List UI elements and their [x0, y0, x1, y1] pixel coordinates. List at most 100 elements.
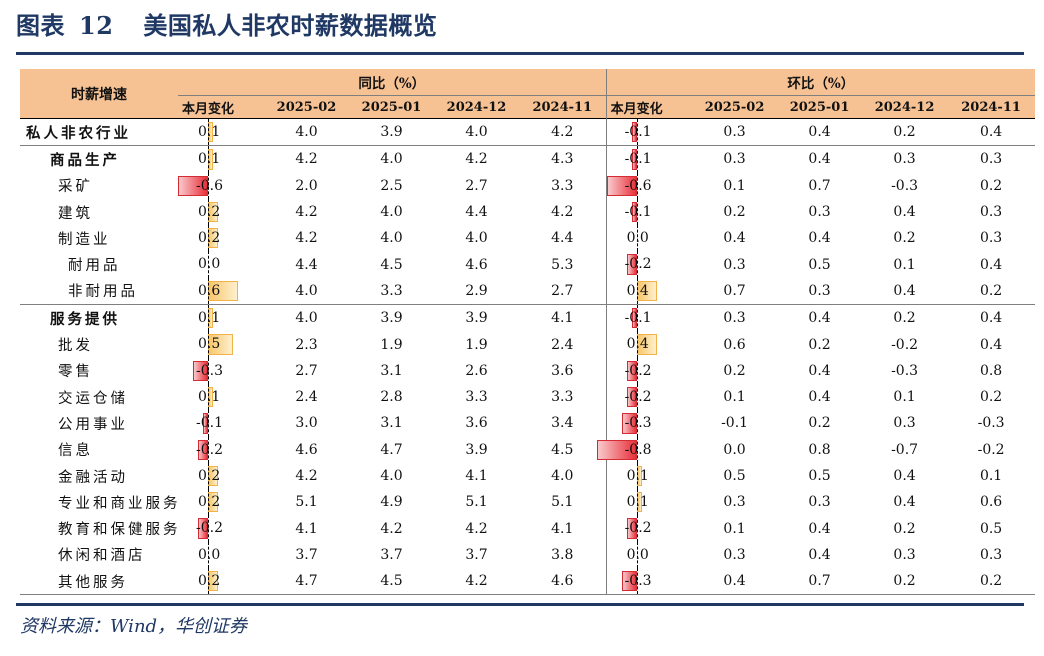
- zero-axis: [636, 410, 638, 437]
- mom-value: 0.3: [692, 304, 778, 332]
- zero-axis: [636, 541, 638, 569]
- mom-value: 0.4: [808, 230, 831, 247]
- table-row: 采矿 -0.6 2.0 2.5 2.7 3.3 -0.6 0.1 0.7 -0.3 0.2: [20, 172, 1035, 199]
- row-label: 建筑: [58, 205, 93, 222]
- yoy-col-header: 2024-12: [434, 95, 519, 119]
- mom-value: 0.6: [723, 336, 746, 353]
- mom-value: 0.4: [723, 230, 746, 247]
- mom-value: 0.1: [723, 177, 746, 194]
- yoy-value: 4.2: [465, 520, 488, 537]
- yoy-value: 4.2: [264, 145, 349, 173]
- mom-change-cell: -0.1: [605, 304, 693, 332]
- yoy-value: 4.4: [465, 204, 488, 221]
- table-row: 信息 -0.2 4.6 4.7 3.9 4.5 -0.8 0.0 0.8 -0.7 -0.2: [20, 436, 1035, 463]
- figure-title: 图表 12 美国私人非农时薪数据概览: [16, 8, 437, 44]
- yoy-value: 4.0: [380, 468, 403, 484]
- row-label: 耐用品: [68, 258, 121, 275]
- mom-value: 0.3: [947, 145, 1036, 173]
- mom-value: 0.3: [692, 117, 778, 146]
- table-row: 耐用品 0.0 4.4 4.5 4.6 5.3 -0.2 0.3 0.5 0.1 0.4: [20, 251, 1035, 278]
- yoy-value: 3.3: [465, 389, 488, 406]
- yoy-value: 5.1: [465, 494, 488, 511]
- zero-axis: [208, 251, 209, 278]
- mom-value: 0.5: [808, 256, 831, 273]
- mom-change-cell: 0.0: [605, 225, 693, 252]
- mom-value: 0.3: [979, 204, 1003, 221]
- yoy-value: 2.4: [295, 389, 318, 406]
- yoy-value: 4.5: [380, 256, 403, 273]
- yoy-value: 4.2: [551, 204, 574, 221]
- zero-axis: [636, 251, 638, 278]
- yoy-value: 3.3: [551, 177, 574, 194]
- row-label: 信息: [58, 443, 93, 460]
- mom-change-cell: -0.1: [605, 145, 693, 173]
- yoy-change-cell: -0.3: [178, 357, 264, 384]
- mom-value: 0.2: [808, 415, 831, 432]
- change-bar: [621, 571, 637, 592]
- yoy-value: 4.0: [465, 230, 488, 247]
- zero-axis: [636, 568, 638, 595]
- mom-value: 0.2: [723, 204, 746, 221]
- yoy-change-cell: 0.0: [178, 541, 264, 569]
- mom-change-cell: 0.4: [605, 277, 693, 305]
- mom-change-cell: 0.0: [605, 541, 693, 569]
- change-value: 0.1: [198, 151, 221, 168]
- yoy-value: 3.9: [349, 304, 434, 332]
- change-bar: [606, 175, 637, 196]
- yoy-change-cell: 0.2: [178, 198, 264, 226]
- yoy-value: 4.6: [465, 256, 488, 273]
- mom-value: 0.7: [808, 177, 831, 194]
- mom-change-cell: -0.1: [605, 117, 693, 146]
- mom-value: 0.5: [808, 468, 831, 484]
- mom-value: 0.4: [979, 336, 1003, 353]
- yoy-col-header: 2024-11: [519, 95, 607, 119]
- change-bar: [626, 386, 637, 408]
- row-label: 公用事业: [58, 416, 128, 433]
- yoy-value: 2.9: [465, 282, 488, 299]
- mom-value: 0.1: [723, 520, 746, 537]
- change-value: -0.1: [624, 310, 652, 327]
- mom-value: 0.1: [979, 468, 1003, 484]
- change-value: -0.2: [624, 520, 652, 537]
- table-row: 零售 -0.3 2.7 3.1 2.6 3.6 -0.2 0.2 0.4 -0.3 0.8: [20, 357, 1035, 384]
- yoy-value: 4.2: [295, 230, 318, 247]
- yoy-change-cell: -0.2: [178, 515, 264, 542]
- row-label: 制造业: [58, 231, 111, 248]
- change-value: 0.1: [626, 467, 649, 484]
- yoy-change-cell: -0.6: [178, 172, 264, 199]
- mom-value: 0.2: [862, 304, 948, 332]
- figure-title-text: 美国私人非农时薪数据概览: [143, 11, 438, 40]
- table-row: 休闲和酒店 0.0 3.7 3.7 3.7 3.8 0.0 0.3 0.4 0.3 0.3: [20, 541, 1035, 569]
- mom-value: 0.1: [893, 389, 916, 406]
- zero-axis: [208, 462, 209, 490]
- mom-value: 0.7: [723, 282, 746, 299]
- yoy-value: 4.1: [551, 520, 574, 537]
- change-value: -0.3: [196, 362, 223, 379]
- change-value: 0.2: [198, 467, 221, 484]
- table-row: 教育和保健服务 -0.2 4.1 4.2 4.2 4.1 -0.2 0.1 0.4 0.2 0.5: [20, 515, 1035, 542]
- mom-change-cell: -0.2: [605, 251, 693, 278]
- row-label: 商品生产: [20, 145, 178, 173]
- zero-axis: [208, 146, 209, 173]
- row-label: 休闲和酒店: [58, 548, 146, 565]
- mom-value: 0.4: [893, 468, 916, 484]
- yoy-value: 4.1: [519, 304, 607, 332]
- change-value: 0.1: [198, 310, 221, 327]
- figure-label: 图表: [16, 11, 65, 40]
- change-value: -0.6: [196, 177, 223, 194]
- yoy-value: 2.6: [465, 362, 488, 379]
- row-label: 私人非农行业: [20, 117, 178, 146]
- row-label: 服务提供: [20, 304, 178, 332]
- change-value: -0.3: [624, 573, 652, 590]
- table-row: 服务提供 0.1 4.0 3.9 3.9 4.1 -0.1 0.3 0.4 0.2 0.4: [20, 304, 1036, 332]
- change-value: 0.2: [198, 203, 221, 220]
- table-row: 建筑 0.2 4.2 4.0 4.4 4.2 -0.1 0.2 0.3 0.4 0.3: [20, 198, 1035, 226]
- mom-value: 0.4: [808, 520, 831, 537]
- mom-group-header: 环比（%）: [605, 69, 1036, 96]
- yoy-value: 2.4: [551, 336, 574, 353]
- wage-table: 时薪增速 同比（%） 环比（%） 本月变化 2025-02 2025-01 20…: [20, 69, 1036, 596]
- table-row: 专业和商业服务 0.2 5.1 4.9 5.1 5.1 0.1 0.3 0.3 0.4 0.6: [20, 489, 1035, 516]
- mom-value: 0.2: [947, 568, 1036, 596]
- yoy-value: 3.3: [380, 282, 403, 299]
- zero-axis: [636, 172, 638, 199]
